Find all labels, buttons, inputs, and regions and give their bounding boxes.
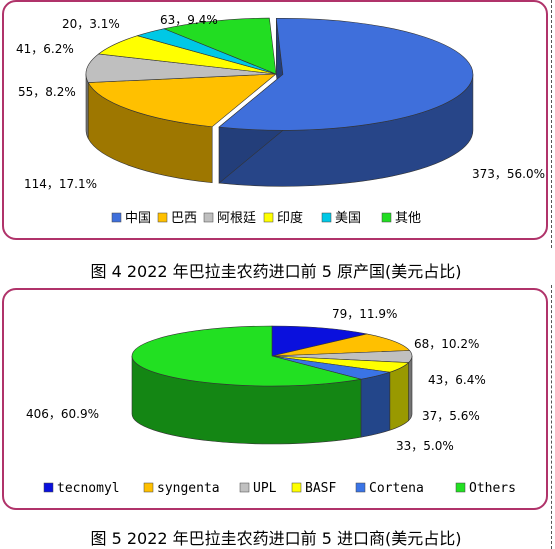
data-label-item-1: 114，17.1%	[24, 177, 97, 191]
figure-5-caption: 图 5 2022 年巴拉圭农药进口前 5 进口商(美元占比)	[90, 529, 462, 548]
legend-label-item-4: 美国	[335, 211, 361, 226]
data-label-item-5: 63，9.4%	[160, 13, 218, 27]
legend-label-item-3: 印度	[277, 210, 303, 226]
legend-label-item-2: 阿根廷	[217, 211, 256, 226]
legend-swatch-item-4	[321, 212, 332, 223]
figure-4-caption: 图 4 2022 年巴拉圭农药进口前 5 原产国(美元占比)	[90, 262, 462, 281]
pie-slice-side-item-2	[85, 73, 89, 139]
pie-slice-item-5	[163, 17, 277, 75]
pie-chart-origin-countries: 373，56.0% 114，17.1% 55，8.2% 41，6.2% 20，3.1% 6…	[16, 13, 545, 226]
legend-label-others: Others	[469, 481, 516, 496]
pie-slice-side-upl	[408, 355, 413, 422]
legend-label-cortena: Cortena	[369, 481, 424, 496]
data-label-item-0: 373，56.0%	[472, 167, 545, 181]
legend-label-tecnomyl: tecnomyl	[57, 481, 120, 496]
legend-label-upl: UPL	[253, 481, 277, 496]
data-label-item-2: 55，8.2%	[18, 85, 76, 99]
data-label-upl: 43，6.4%	[428, 373, 486, 387]
chart-panel-importers: 79，11.9% 68，10.2% 43，6.4% 37，5.6% 33，5.0% 406…	[2, 288, 548, 510]
separator-line-top	[551, 0, 552, 248]
legend-swatch-upl	[239, 482, 250, 493]
pie-slice-tecnomyl	[271, 325, 368, 357]
legend-swatch-syngenta	[143, 482, 154, 493]
pie-slice-item-1	[87, 73, 277, 128]
legend-swatch-tecnomyl	[43, 482, 54, 493]
data-label-cortena: 33，5.0%	[396, 439, 454, 453]
legend-label-item-1: 巴西	[171, 211, 197, 226]
legend-swatch-item-1	[157, 212, 168, 223]
data-label-tecnomyl: 79，11.9%	[332, 307, 397, 321]
pie-slice-item-2	[85, 53, 277, 83]
legend-swatch-item-5	[381, 212, 392, 223]
legend-swatch-item-3	[263, 212, 274, 223]
separator-line-bottom	[551, 285, 552, 549]
data-label-basf: 37，5.6%	[422, 409, 480, 423]
legend-swatch-others	[455, 482, 466, 493]
legend-swatch-cortena	[355, 482, 366, 493]
legend-label-syngenta: syngenta	[157, 481, 220, 496]
chart-panel-origin-countries: 373，56.0% 114，17.1% 55，8.2% 41，6.2% 20，3.1% 6…	[2, 0, 548, 240]
legend-swatch-item-0	[111, 212, 122, 223]
pie-slice-side-basf	[389, 361, 409, 431]
pie-slice-others	[131, 325, 362, 387]
legend-swatch-item-2	[203, 212, 214, 223]
pie-slice-item-0	[218, 18, 474, 131]
data-label-item-3: 41，6.2%	[16, 42, 74, 56]
pie-slice-syngenta	[271, 333, 411, 357]
legend-label-basf: BASF	[305, 481, 336, 496]
pie-chart-importers: 79，11.9% 68，10.2% 43，6.4% 37，5.6% 33，5.0% 406…	[26, 307, 516, 496]
legend-swatch-basf	[291, 482, 302, 493]
data-label-item-4: 20，3.1%	[62, 17, 120, 31]
data-label-syngenta: 68，10.2%	[414, 337, 479, 351]
data-label-others: 406，60.9%	[26, 407, 99, 421]
legend-label-item-5: 其他	[395, 211, 421, 226]
pie-slice-side-cortena	[360, 371, 391, 438]
legend-label-item-0: 中国	[125, 211, 151, 226]
